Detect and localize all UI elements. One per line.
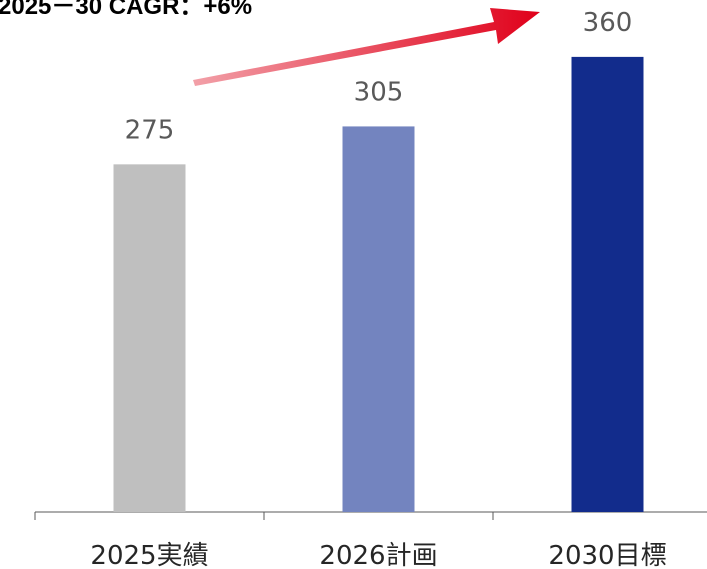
bar: [571, 56, 644, 513]
bar: [113, 164, 186, 512]
value-label: 360: [583, 8, 633, 38]
bar: [342, 126, 415, 513]
x-tick-label: 2030目標: [548, 541, 666, 569]
value-label: 305: [354, 77, 404, 107]
x-tick-label: 2026計画: [319, 541, 437, 569]
value-label: 275: [125, 115, 175, 145]
annotation: 2025－30 CAGR：+6%: [0, 0, 252, 20]
growth-arrow: [193, 8, 540, 86]
x-tick-label: 2025実績: [90, 541, 208, 569]
